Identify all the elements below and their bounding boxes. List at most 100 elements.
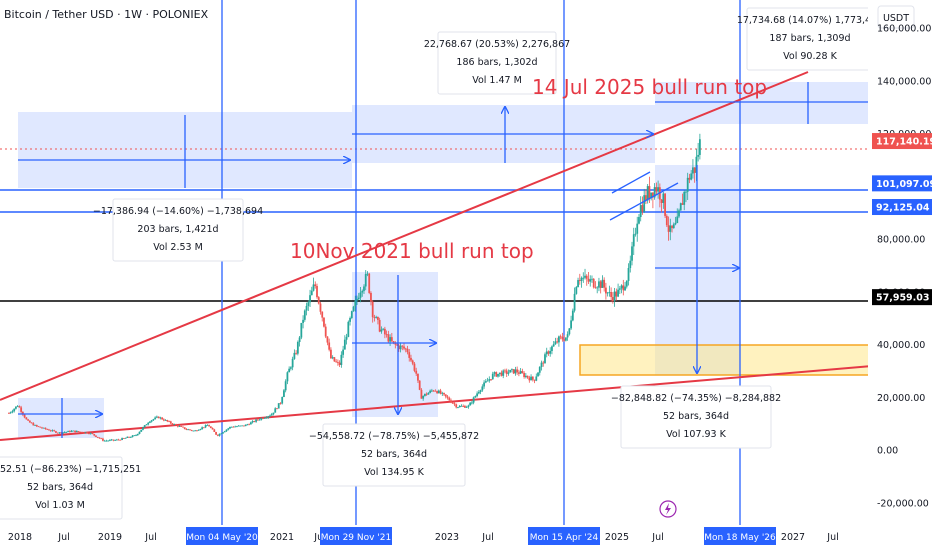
date-label-bg	[704, 527, 776, 545]
candle-body	[162, 419, 165, 421]
x-tick-label: 2021	[270, 532, 294, 543]
candle-body	[413, 363, 416, 371]
candle-body	[401, 345, 404, 347]
candle-body	[183, 427, 186, 430]
candle-body	[86, 432, 89, 434]
candle-body	[331, 357, 334, 359]
candle-body	[100, 438, 103, 440]
candle-body	[168, 421, 170, 423]
candle-body	[216, 434, 219, 436]
candle-body	[516, 369, 519, 373]
candle-body	[657, 187, 660, 192]
candle-body	[323, 317, 325, 327]
candle-body	[375, 316, 378, 318]
candle-body	[164, 419, 167, 421]
candle-body	[484, 381, 487, 383]
candle-body	[234, 426, 237, 428]
candle-body	[53, 430, 56, 432]
candle-body	[119, 439, 122, 441]
lightning-icon-bolt	[665, 503, 671, 515]
candle-body	[265, 417, 268, 419]
candle-body	[601, 279, 604, 288]
candle-body	[511, 369, 513, 370]
candle-body	[451, 402, 454, 404]
candle-body	[477, 391, 480, 394]
candle-body	[385, 334, 388, 336]
measure-label-line1: 22,768.67 (20.53%) 2,276,867	[424, 39, 570, 50]
candle-body	[464, 405, 466, 408]
candle-body	[95, 435, 97, 437]
candle-body	[615, 291, 618, 297]
candle-body	[665, 215, 668, 226]
candle-body	[533, 379, 536, 381]
candle-body	[368, 273, 371, 293]
candle-body	[624, 286, 626, 291]
candle-body	[422, 395, 425, 399]
candle-body	[636, 223, 639, 234]
y-tick-label: -20,000.00	[877, 498, 929, 509]
candle-body	[237, 425, 240, 427]
candle-body	[289, 367, 292, 369]
candle-body	[408, 352, 411, 358]
candle-body	[208, 425, 210, 427]
candle-body	[629, 260, 632, 269]
candle-body	[483, 382, 485, 387]
candle-body	[236, 426, 238, 428]
candle-body	[178, 426, 181, 427]
candle-body	[488, 379, 491, 381]
candle-body	[77, 431, 80, 432]
candle-body	[262, 418, 264, 419]
candle-body	[291, 358, 294, 368]
candle-body	[697, 154, 700, 157]
candle-body	[88, 433, 90, 435]
candle-body	[129, 437, 132, 438]
date-label: Mon 29 Nov '21	[320, 527, 392, 545]
candle-body	[591, 278, 593, 280]
candle-body	[171, 423, 174, 425]
candle-body	[551, 346, 553, 351]
measure-label-line2: 186 bars, 1,302d	[456, 57, 537, 68]
candle-body	[149, 421, 151, 423]
candle-body	[220, 433, 223, 435]
price-axis-bg	[868, 0, 932, 550]
x-tick-label: 2023	[435, 532, 459, 543]
candle-body	[65, 431, 68, 433]
candle-body	[350, 311, 353, 318]
candle-body	[194, 430, 197, 432]
candle-body	[631, 246, 633, 261]
candle-body	[618, 288, 621, 290]
candle-body	[571, 310, 574, 321]
measure-label-line2: 52 bars, 364d	[27, 482, 93, 493]
candle-body	[157, 416, 160, 419]
measure-label-line3: Vol 134.95 K	[364, 467, 424, 478]
candle-body	[260, 418, 263, 420]
candle-body	[589, 279, 592, 282]
candle-body	[430, 390, 433, 392]
candle-body	[648, 186, 651, 199]
candle-body	[686, 177, 689, 192]
candle-body	[211, 427, 214, 430]
measure-label-line2: 52 bars, 364d	[361, 449, 427, 460]
candle-body	[269, 415, 271, 417]
candle-body	[598, 281, 600, 288]
candle-body	[303, 310, 306, 320]
candle-body	[645, 195, 647, 201]
price-label-text: 101,097.09	[876, 179, 932, 190]
candle-body	[253, 421, 256, 422]
candle-body	[392, 341, 395, 343]
candle-body	[437, 390, 440, 394]
measure-label-line3: Vol 2.53 M	[153, 242, 203, 253]
candle-body	[15, 406, 17, 409]
candle-body	[439, 390, 442, 394]
candle-body	[429, 390, 432, 393]
candle-body	[124, 437, 127, 439]
candle-body	[138, 431, 141, 434]
candle-body	[114, 440, 117, 441]
candle-body	[295, 352, 298, 354]
candle-body	[258, 419, 261, 421]
candle-body	[298, 337, 301, 343]
candle-body	[566, 334, 569, 338]
candle-body	[653, 187, 656, 198]
measure-label-4: 17,152.51 (−86.23%) −1,715,251 52 bars, 3…	[0, 456, 141, 520]
